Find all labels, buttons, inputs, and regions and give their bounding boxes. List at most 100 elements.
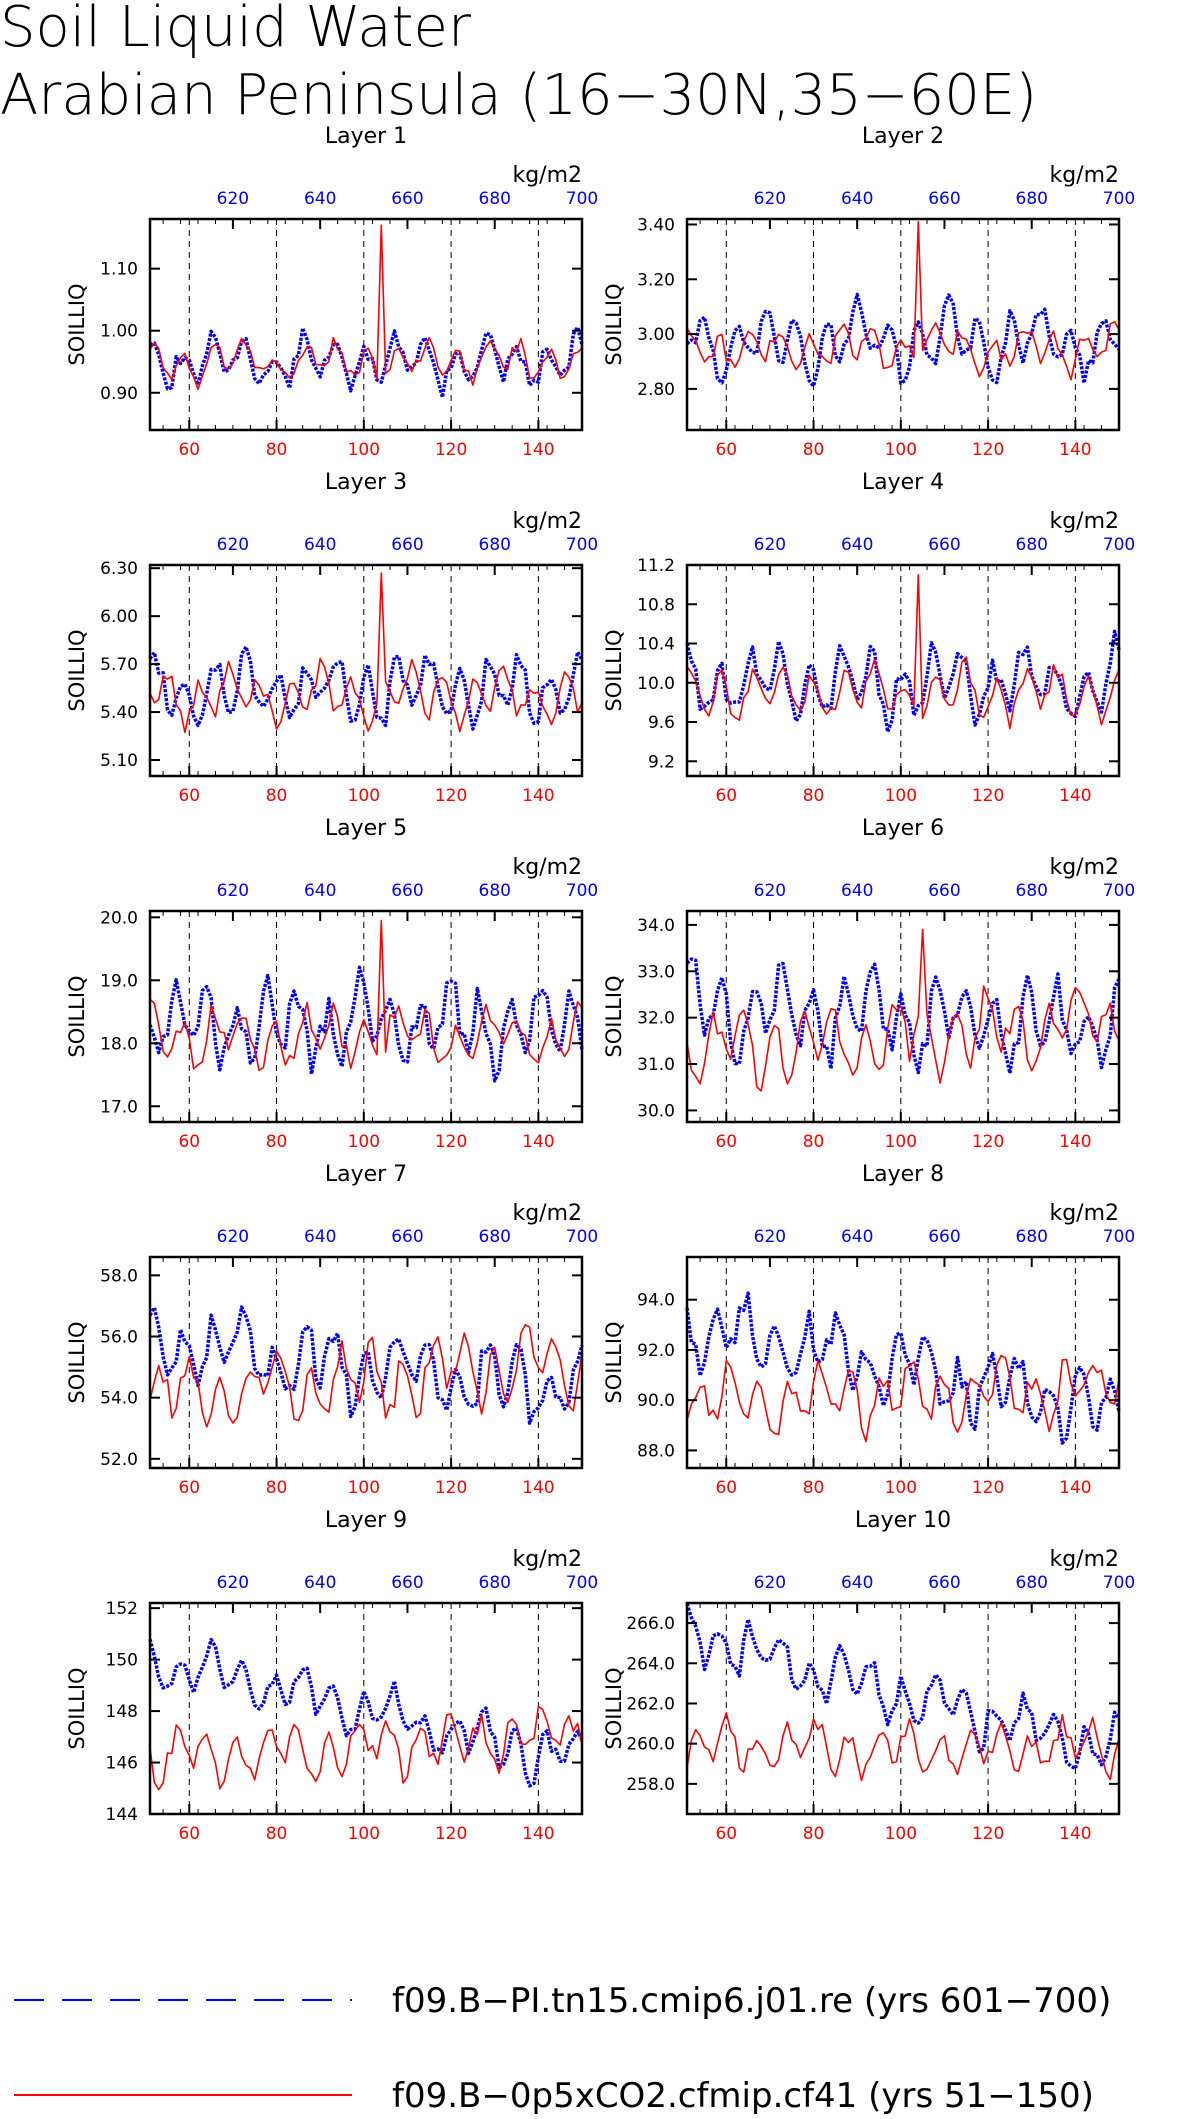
y-tick-label: 148 <box>106 1702 138 1722</box>
top-axis-label: kg/m2 <box>512 1547 582 1572</box>
y-tick-label: 258.0 <box>626 1775 675 1795</box>
legend: f09.B−PI.tn15.cmip6.j01.re (yrs 601−700)… <box>14 1981 1111 2116</box>
x-tick-label: 100 <box>885 1132 917 1152</box>
x-tick-label: 140 <box>1059 786 1091 806</box>
x-tick-label: 80 <box>803 1478 825 1498</box>
panel-layer-10: Layer 10 kg/m2 60 80 100 120 140 620 640 660 680 70… <box>602 1508 1135 1844</box>
x-tick-label: 60 <box>715 1824 737 1844</box>
top-tick-label: 700 <box>566 1573 598 1593</box>
x-tick-label: 120 <box>972 1478 1004 1498</box>
top-tick-label: 620 <box>754 1573 786 1593</box>
y-tick-label: 30.0 <box>637 1101 675 1121</box>
panel-title: Layer 9 <box>325 1508 407 1533</box>
x-tick-label: 100 <box>885 440 917 460</box>
series-line-2 <box>149 1324 583 1428</box>
y-tick-label: 264.0 <box>626 1654 675 1674</box>
y-tick-label: 3.20 <box>637 270 675 290</box>
panel-title: Layer 10 <box>855 1508 951 1533</box>
top-axis-label: kg/m2 <box>1049 1547 1119 1572</box>
plot-frame <box>148 909 584 1124</box>
series-line-1 <box>685 292 1121 388</box>
y-tick-label: 10.4 <box>637 635 675 655</box>
x-tick-label: 120 <box>435 786 467 806</box>
x-tick-label: 100 <box>885 1478 917 1498</box>
series-line-1 <box>149 325 584 400</box>
top-tick-label: 700 <box>1103 535 1135 555</box>
top-tick-label: 640 <box>304 881 336 901</box>
y-tick-label: 3.00 <box>637 325 675 345</box>
top-axis-label: kg/m2 <box>512 1201 582 1226</box>
y-axis-label: SOILLIQ <box>65 1667 89 1749</box>
top-tick-label: 640 <box>841 881 873 901</box>
y-tick-label: 1.00 <box>100 322 138 342</box>
figure-title-line-1: Soil Liquid Water <box>0 0 471 60</box>
top-axis-label: kg/m2 <box>1049 163 1119 188</box>
plot-frame <box>148 563 584 778</box>
x-tick-label: 120 <box>435 1132 467 1152</box>
x-tick-label: 60 <box>715 786 737 806</box>
x-tick-label: 60 <box>715 440 737 460</box>
y-tick-label: 5.40 <box>100 703 138 723</box>
top-tick-label: 680 <box>479 1573 511 1593</box>
x-tick-label: 100 <box>885 1824 917 1844</box>
y-tick-label: 34.0 <box>637 916 675 936</box>
top-tick-label: 660 <box>391 881 423 901</box>
panel-title: Layer 8 <box>862 1162 944 1187</box>
x-tick-label: 100 <box>885 786 917 806</box>
series-line-2 <box>686 220 1120 381</box>
plot-frame <box>685 217 1121 432</box>
panels: Layer 1 kg/m2 60 80 100 120 140 620 640 660 680 700… <box>65 124 1135 1844</box>
panel-title: Layer 2 <box>862 124 944 149</box>
y-tick-label: 54.0 <box>100 1389 138 1409</box>
y-tick-label: 260.0 <box>626 1735 675 1755</box>
x-tick-label: 80 <box>803 786 825 806</box>
y-tick-label: 150 <box>106 1651 138 1671</box>
panel-layer-2: Layer 2 kg/m2 60 80 100 120 140 620 640 660 680 700… <box>602 124 1135 460</box>
y-tick-label: 31.0 <box>637 1055 675 1075</box>
top-tick-label: 660 <box>391 1573 423 1593</box>
y-axis-label: SOILLIQ <box>65 283 89 365</box>
top-axis-label: kg/m2 <box>512 163 582 188</box>
top-tick-label: 620 <box>217 1573 249 1593</box>
top-tick-label: 640 <box>304 535 336 555</box>
panel-layer-5: Layer 5 kg/m2 60 80 100 120 140 620 640 660 680 700… <box>65 816 598 1152</box>
series-line-2 <box>149 1705 583 1791</box>
y-tick-label: 2.80 <box>637 380 675 400</box>
x-tick-label: 140 <box>522 1132 554 1152</box>
top-tick-label: 620 <box>217 881 249 901</box>
x-tick-label: 80 <box>803 1132 825 1152</box>
y-tick-label: 18.0 <box>100 1034 138 1054</box>
y-tick-label: 88.0 <box>637 1441 675 1461</box>
y-tick-label: 266.0 <box>626 1614 675 1634</box>
y-tick-label: 262.0 <box>626 1694 675 1714</box>
x-tick-label: 100 <box>348 1824 380 1844</box>
top-tick-label: 700 <box>566 1227 598 1247</box>
x-tick-label: 120 <box>435 440 467 460</box>
top-tick-label: 680 <box>1016 1573 1048 1593</box>
top-tick-label: 700 <box>1103 1227 1135 1247</box>
top-axis-label: kg/m2 <box>1049 1201 1119 1226</box>
y-tick-label: 0.90 <box>100 384 138 404</box>
top-tick-label: 700 <box>566 535 598 555</box>
y-tick-label: 10.8 <box>637 595 675 615</box>
series-line-2 <box>686 1354 1120 1443</box>
top-tick-label: 700 <box>566 189 598 209</box>
y-tick-label: 6.30 <box>100 559 138 579</box>
plot-frame <box>685 1255 1121 1470</box>
series-line-1 <box>685 629 1121 734</box>
series-line-2 <box>149 919 583 1072</box>
top-axis-label: kg/m2 <box>512 855 582 880</box>
y-tick-label: 11.2 <box>637 556 675 576</box>
x-tick-label: 60 <box>715 1132 737 1152</box>
top-tick-label: 640 <box>304 189 336 209</box>
panel-title: Layer 5 <box>325 816 407 841</box>
panel-layer-8: Layer 8 kg/m2 60 80 100 120 140 620 640 660 680 700… <box>602 1162 1135 1498</box>
figure-title-line-2: Arabian Peninsula (16−30N,35−60E) <box>0 63 1037 128</box>
x-tick-label: 120 <box>972 1132 1004 1152</box>
series-line-1 <box>685 1291 1121 1445</box>
top-tick-label: 680 <box>1016 881 1048 901</box>
y-tick-label: 9.6 <box>648 713 675 733</box>
y-tick-label: 94.0 <box>637 1291 675 1311</box>
series-line-2 <box>149 572 583 734</box>
y-tick-label: 144 <box>106 1805 138 1825</box>
